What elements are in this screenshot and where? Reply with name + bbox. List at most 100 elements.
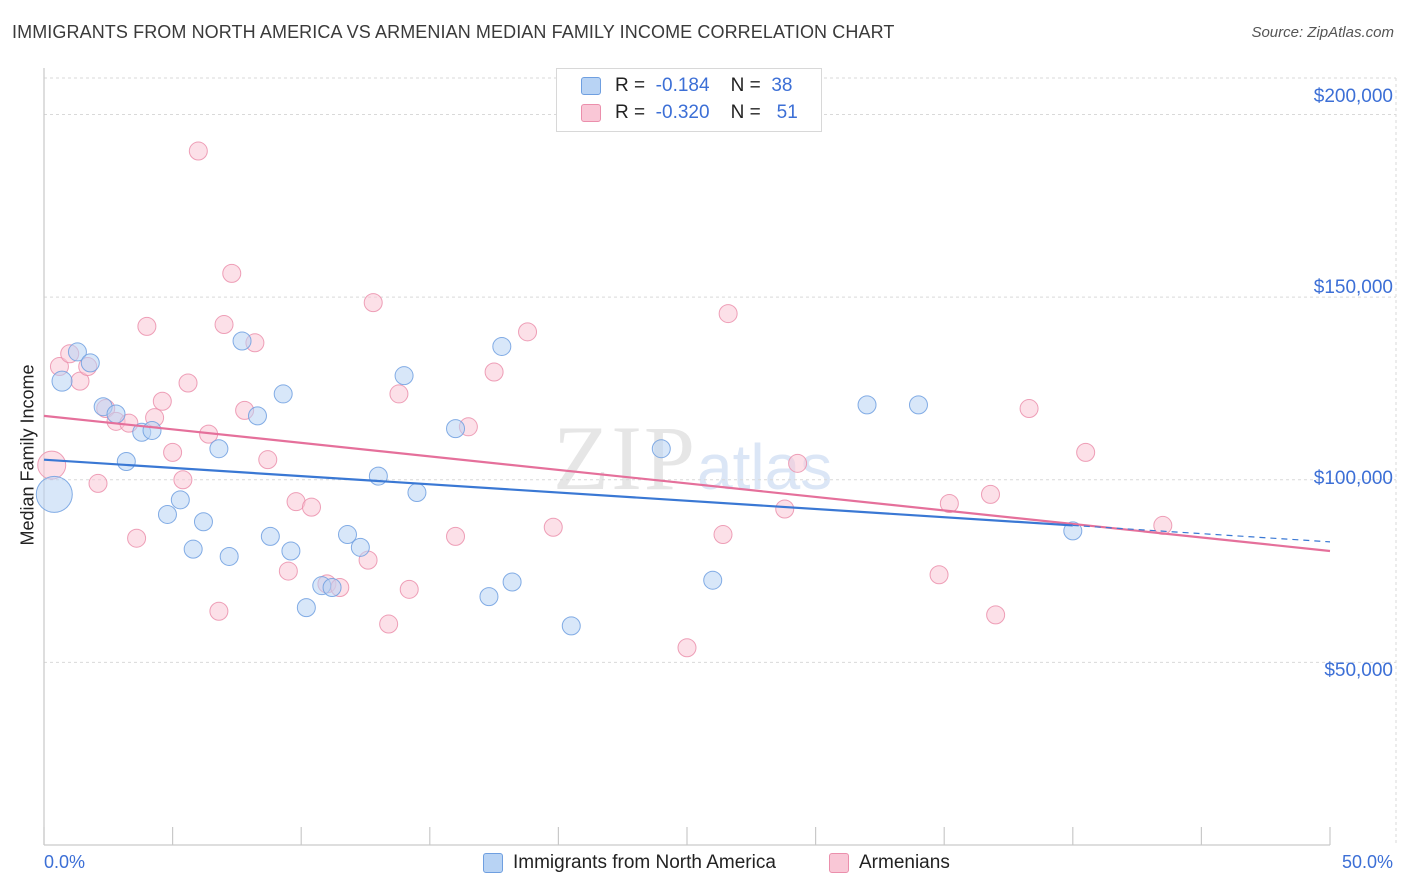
- north-america-point: [170, 490, 190, 510]
- legend-n-label: N =: [730, 102, 761, 123]
- armenians-point: [986, 605, 1006, 625]
- y-axis-label: Median Family Income: [17, 364, 38, 546]
- north-america-point: [157, 504, 177, 524]
- armenians-point: [137, 316, 157, 336]
- north-america-point: [142, 420, 162, 440]
- source-credit: Source: ZipAtlas.com: [1251, 24, 1394, 41]
- armenians-point: [88, 473, 108, 493]
- armenians-point: [173, 470, 193, 490]
- north-america-point: [80, 353, 100, 373]
- legend-r-value: -0.320: [655, 102, 710, 123]
- armenians-point: [163, 442, 183, 462]
- armenians-point: [677, 638, 697, 658]
- legend-row-blue: R = -0.184 N = 38: [581, 73, 792, 99]
- legend-swatch-blue: [581, 77, 601, 95]
- north-america-point: [116, 452, 136, 471]
- north-america-point: [51, 370, 73, 392]
- correlation-legend: R = -0.184 N = 38 R = -0.320 N = 51: [556, 68, 822, 132]
- north-america-trend-line: [43, 458, 1073, 527]
- armenians-point: [484, 362, 504, 382]
- north-america-point: [857, 395, 877, 415]
- north-america-point: [350, 537, 370, 557]
- grid-layer: [44, 77, 1397, 845]
- north-america-point: [337, 525, 357, 545]
- armenians-point: [214, 315, 234, 335]
- north-america-point: [260, 526, 280, 546]
- armenians-point: [363, 293, 383, 313]
- y-tick-label-150000: $150,000: [1313, 277, 1393, 298]
- north-america-point: [492, 336, 512, 356]
- armenians-point: [939, 494, 959, 514]
- series-name: Immigrants from North America: [513, 852, 776, 873]
- y-tick-label-100000: $100,000: [1313, 468, 1393, 489]
- north-america-point: [651, 439, 671, 459]
- armenians-point: [222, 263, 242, 283]
- axis-layer: [43, 68, 1331, 846]
- armenians-point: [718, 304, 738, 324]
- north-america-point: [247, 406, 267, 426]
- armenians-point: [788, 453, 808, 473]
- armenians-point: [980, 484, 1000, 504]
- series-legend-north-america: Immigrants from North America: [483, 852, 776, 874]
- armenians-point: [1076, 442, 1096, 462]
- x-tick-label-max: 50.0%: [1341, 852, 1393, 872]
- series-swatch-pink: [829, 853, 849, 873]
- armenians-point: [775, 499, 795, 519]
- north-america-point: [193, 512, 213, 532]
- points-layer: [35, 141, 1173, 658]
- north-america-trend-extension: [1072, 524, 1331, 543]
- watermark: ZIPatlas: [553, 405, 832, 511]
- legend-r-label: R =: [615, 102, 646, 123]
- armenians-point: [446, 526, 466, 546]
- armenians-trend-line: [43, 414, 1331, 553]
- north-america-point: [394, 366, 414, 386]
- legend-r-value: -0.184: [655, 75, 710, 96]
- armenians-point: [713, 525, 733, 545]
- north-america-point: [273, 384, 293, 404]
- armenians-point: [1019, 399, 1039, 419]
- series-legend-armenians: Armenians: [829, 852, 950, 874]
- armenians-point: [301, 497, 321, 517]
- north-america-point: [322, 578, 342, 598]
- north-america-point: [281, 541, 301, 561]
- trend-layer: [43, 414, 1331, 553]
- north-america-point: [67, 342, 87, 362]
- north-america-point: [407, 483, 427, 503]
- armenians-point: [37, 450, 67, 480]
- armenians-point: [399, 579, 419, 599]
- north-america-point: [296, 598, 316, 618]
- chart-title: IMMIGRANTS FROM NORTH AMERICA VS ARMENIA…: [12, 22, 895, 42]
- legend-swatch-pink: [581, 104, 601, 122]
- north-america-point: [703, 570, 723, 590]
- north-america-point: [183, 539, 203, 559]
- legend-n-value: 51: [776, 102, 798, 123]
- legend-r-label: R =: [615, 75, 646, 96]
- north-america-point: [908, 395, 928, 415]
- armenians-point: [152, 391, 172, 411]
- series-name: Armenians: [859, 852, 950, 873]
- series-swatch-blue: [483, 853, 503, 873]
- armenians-point: [389, 384, 409, 404]
- x-tick-label-min: 0.0%: [44, 852, 86, 872]
- y-tick-label-200000: $200,000: [1313, 86, 1393, 107]
- north-america-point: [502, 572, 522, 592]
- north-america-point: [232, 331, 252, 351]
- y-tick-label-50000: $50,000: [1324, 660, 1393, 681]
- armenians-point: [278, 561, 298, 581]
- armenians-point: [258, 450, 278, 470]
- north-america-point: [446, 419, 466, 439]
- legend-n-value: 38: [771, 75, 793, 96]
- armenians-point: [518, 322, 538, 342]
- north-america-point: [561, 616, 581, 636]
- north-america-point: [106, 404, 126, 424]
- watermark-zip: ZIP: [553, 407, 697, 509]
- armenians-point: [929, 565, 949, 585]
- armenians-point: [178, 373, 198, 393]
- north-america-point: [219, 546, 239, 566]
- armenians-point: [379, 614, 399, 634]
- north-america-point: [35, 475, 73, 513]
- armenians-point: [188, 141, 208, 161]
- north-america-point: [479, 587, 499, 607]
- north-america-point: [1063, 521, 1083, 541]
